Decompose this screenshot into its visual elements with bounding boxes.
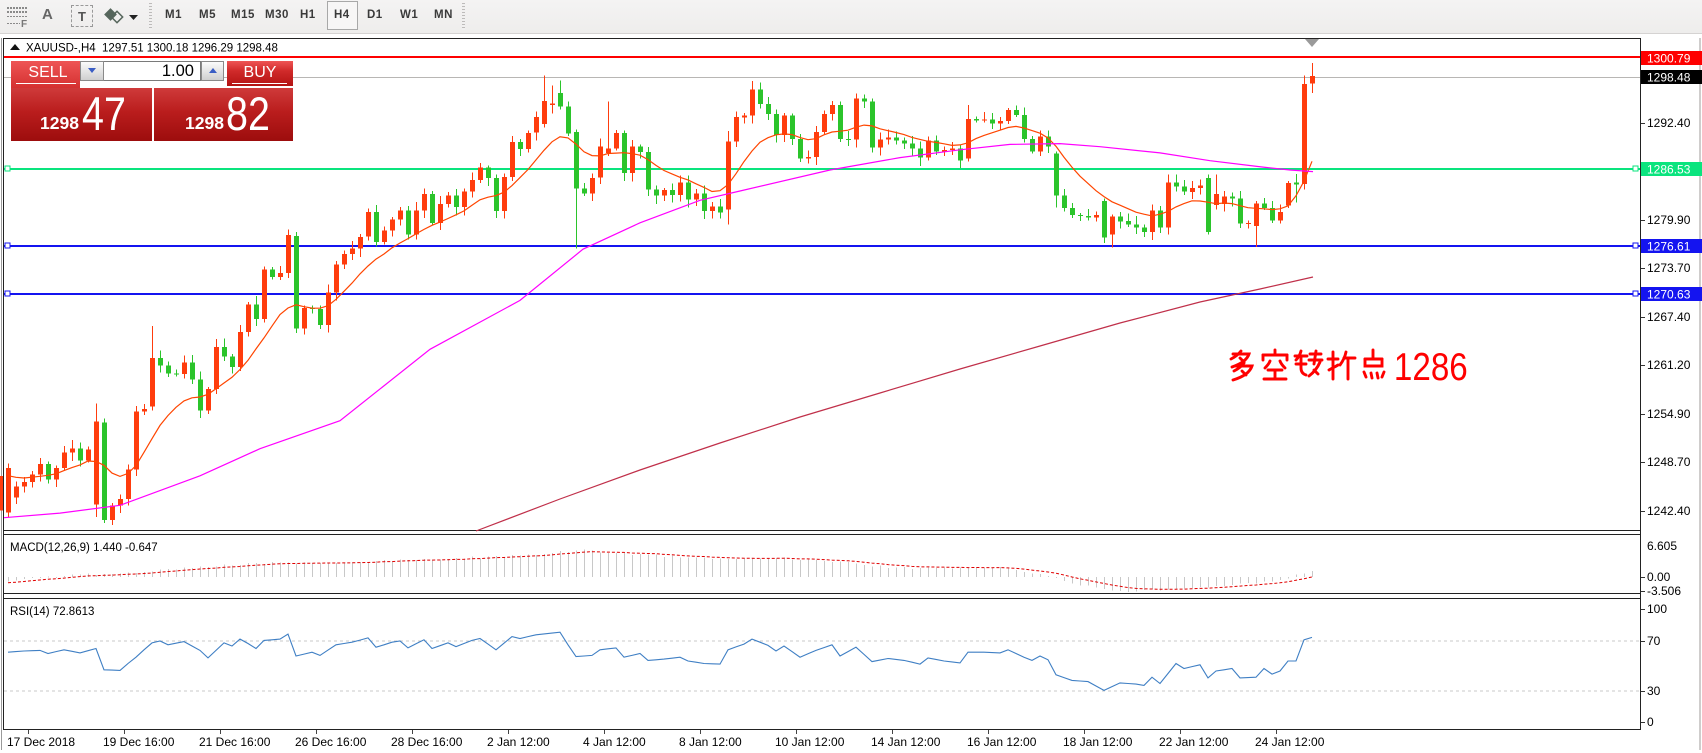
svg-text:6.605: 6.605: [1647, 539, 1677, 553]
svg-text:F: F: [21, 19, 27, 30]
svg-text:1292.40: 1292.40: [1647, 116, 1691, 130]
svg-text:2 Jan 12:00: 2 Jan 12:00: [487, 735, 550, 749]
svg-text:1254.90: 1254.90: [1647, 407, 1691, 421]
svg-text:21 Dec 16:00: 21 Dec 16:00: [199, 735, 271, 749]
svg-text:RSI(14) 72.8613: RSI(14) 72.8613: [10, 606, 94, 618]
svg-text:1300.79: 1300.79: [1647, 52, 1691, 66]
svg-text:XAUUSD-,H4 1297.51 1300.18 12: XAUUSD-,H4 1297.51 1300.18 1296.29 1298.…: [26, 43, 278, 55]
svg-text:17 Dec 2018: 17 Dec 2018: [7, 735, 75, 749]
svg-text:1270.63: 1270.63: [1647, 288, 1691, 302]
svg-text:1286.53: 1286.53: [1647, 163, 1691, 177]
svg-text:10 Jan 12:00: 10 Jan 12:00: [775, 735, 845, 749]
svg-text:1279.90: 1279.90: [1647, 213, 1691, 227]
svg-text:1298.48: 1298.48: [1647, 71, 1691, 85]
svg-text:1276.61: 1276.61: [1647, 240, 1691, 254]
svg-text:0.00: 0.00: [1647, 570, 1671, 584]
svg-text:22 Jan 12:00: 22 Jan 12:00: [1159, 735, 1229, 749]
svg-text:18 Jan 12:00: 18 Jan 12:00: [1063, 735, 1133, 749]
svg-text:16 Jan 12:00: 16 Jan 12:00: [967, 735, 1037, 749]
svg-text:19 Dec 16:00: 19 Dec 16:00: [103, 735, 175, 749]
svg-text:1242.40: 1242.40: [1647, 504, 1691, 518]
svg-text:0: 0: [1647, 715, 1654, 729]
svg-text:70: 70: [1647, 634, 1661, 648]
svg-text:30: 30: [1647, 684, 1661, 698]
svg-text:14 Jan 12:00: 14 Jan 12:00: [871, 735, 941, 749]
svg-text:8 Jan 12:00: 8 Jan 12:00: [679, 735, 742, 749]
svg-text:28 Dec 16:00: 28 Dec 16:00: [391, 735, 463, 749]
svg-text:100: 100: [1647, 602, 1667, 616]
svg-text:MACD(12,26,9) 1.440 -0.647: MACD(12,26,9) 1.440 -0.647: [10, 542, 158, 554]
svg-text:26 Dec 16:00: 26 Dec 16:00: [295, 735, 367, 749]
svg-text:24 Jan 12:00: 24 Jan 12:00: [1255, 735, 1325, 749]
svg-text:1261.20: 1261.20: [1647, 358, 1691, 372]
svg-text:-3.506: -3.506: [1647, 584, 1681, 598]
svg-text:1248.70: 1248.70: [1647, 455, 1691, 469]
svg-text:1267.40: 1267.40: [1647, 310, 1691, 324]
svg-text:1273.70: 1273.70: [1647, 261, 1691, 275]
svg-text:4 Jan 12:00: 4 Jan 12:00: [583, 735, 646, 749]
svg-text:1286: 1286: [1394, 344, 1468, 388]
